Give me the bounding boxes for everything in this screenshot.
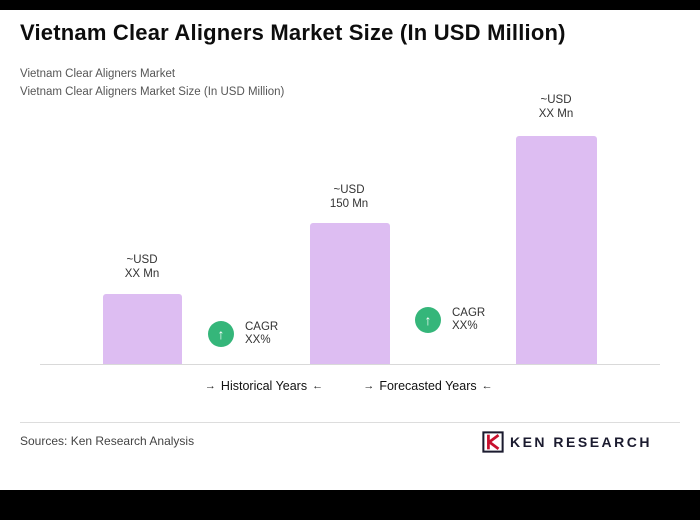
bar-value-label: ~USD XX Mn	[538, 94, 574, 120]
bar-value-label: ~USD XX Mn	[124, 254, 160, 280]
logo-text: Ken Research	[509, 434, 652, 450]
sources-text: Sources: Ken Research Analysis	[20, 434, 195, 448]
ken-research-logo-icon	[482, 431, 504, 453]
footer-divider	[20, 422, 680, 423]
subtitle-line-1: Vietnam Clear Aligners Market	[20, 68, 176, 80]
axis-label-forecasted: → Forecasted Years ←	[318, 379, 538, 393]
axis-label-text: Historical Years	[220, 379, 308, 393]
page-title: Vietnam Clear Aligners Market Size (In U…	[20, 20, 566, 45]
ken-research-logo: Ken Research	[482, 431, 652, 453]
right-arrow-icon: →	[204, 380, 216, 392]
cagr-annotation: ↑ CAGR XX%	[208, 321, 278, 347]
bar-mid	[310, 223, 390, 364]
chart-baseline	[40, 364, 660, 365]
axis-label-historical: → Historical Years ←	[154, 379, 374, 393]
bar-historical	[103, 294, 182, 364]
bar-forecast	[516, 136, 597, 364]
cagr-annotation: ↑ CAGR XX%	[415, 307, 485, 333]
left-arrow-icon: ←	[481, 380, 493, 392]
subtitle-line-2: Vietnam Clear Aligners Market Size (In U…	[20, 86, 285, 98]
cagr-label: CAGR XX%	[245, 321, 279, 346]
right-arrow-icon: →	[363, 380, 375, 392]
left-arrow-icon: ←	[312, 380, 324, 392]
cagr-label: CAGR XX%	[452, 307, 486, 332]
bar-value-label: ~USD 150 Mn	[329, 184, 369, 210]
top-black-bar	[0, 0, 700, 10]
axis-label-text: Forecasted Years	[379, 379, 477, 393]
up-arrow-icon: ↑	[208, 321, 234, 347]
bottom-black-bar	[0, 490, 700, 520]
up-arrow-icon: ↑	[415, 307, 441, 333]
